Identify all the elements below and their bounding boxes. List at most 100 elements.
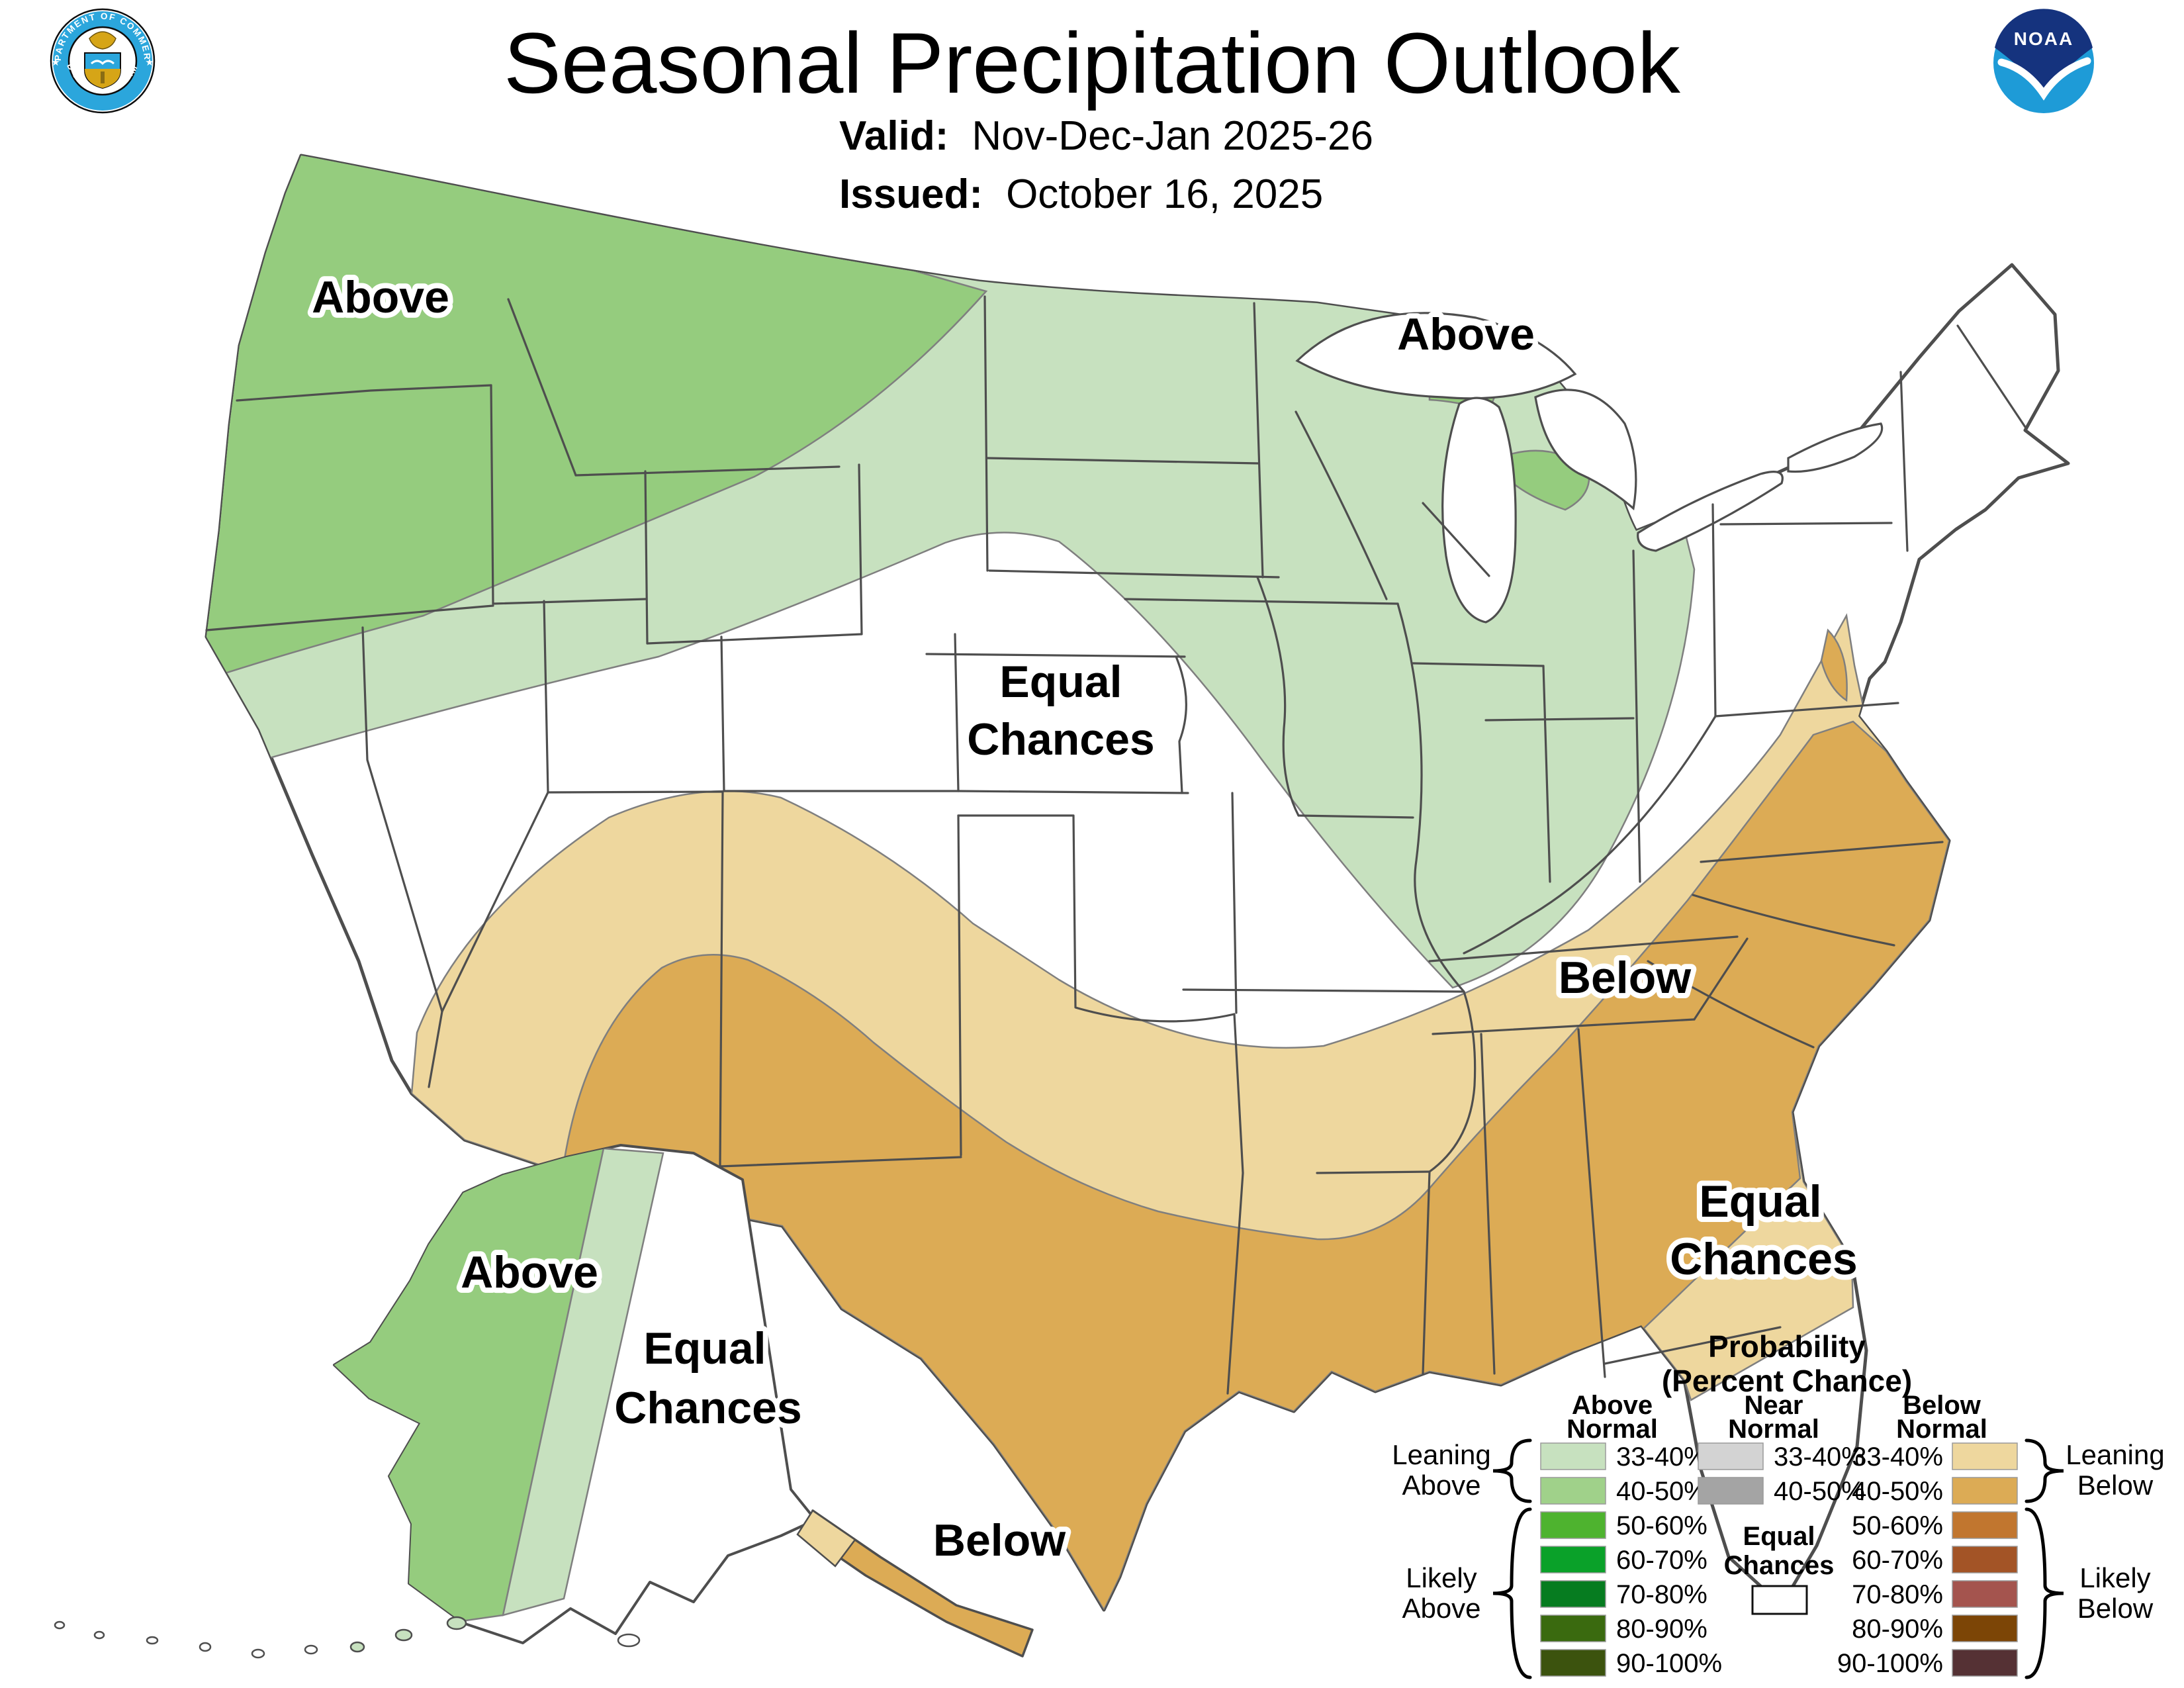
legend-below-column <box>1952 1442 2018 1677</box>
noaa-wordmark: NOAA <box>2014 28 2073 49</box>
group-likely-above-2: Above <box>1402 1593 1480 1624</box>
lake-erie <box>1637 471 1784 552</box>
swatch-above-70-80 <box>1540 1580 1606 1608</box>
header: Seasonal Precipitation Outlook Valid: Nov… <box>504 15 1681 217</box>
swatch-above-50-60 <box>1540 1511 1606 1539</box>
lake-ontario <box>1787 422 1884 473</box>
legend-above-labels: 33-40% 40-50% 50-60% 60-70% 70-80% 80-90… <box>1616 1442 1722 1678</box>
noaa-logo: NOAA <box>1993 9 2094 113</box>
region-below-40-50-delmarva <box>1820 628 1848 702</box>
brace-likely-above <box>1492 1507 1532 1679</box>
brace-likely-below <box>2025 1507 2064 1679</box>
legend-equal-chances-1: Equal <box>1743 1522 1815 1551</box>
group-leaning-above-1: Leaning <box>1392 1439 1490 1470</box>
lake-superior <box>1295 312 1577 400</box>
swatch-above-40-50 <box>1540 1477 1606 1505</box>
doc-seal-ship-icon <box>91 60 114 66</box>
lake-michigan <box>1441 397 1517 624</box>
swatch-above-33-40 <box>1540 1442 1606 1470</box>
label-central-equal-2: Chances <box>967 714 1154 765</box>
legend-above-header-1: Above <box>1572 1391 1653 1420</box>
pct-above-80-90: 80-90% <box>1616 1615 1707 1644</box>
state-boundaries <box>205 295 2028 1395</box>
legend-below-header-2: Normal <box>1896 1415 1987 1444</box>
pct-below-33-40: 33-40% <box>1852 1442 1943 1472</box>
noaa-seagull-icon <box>1997 57 2091 101</box>
pct-below-90-100: 90-100% <box>1837 1649 1943 1678</box>
issued-value: October 16, 2025 <box>1006 171 1323 217</box>
pct-near-33-40: 33-40% <box>1774 1442 1865 1472</box>
label-florida-equal-2: Chances <box>1670 1234 1857 1284</box>
pct-below-40-50: 40-50% <box>1852 1477 1943 1506</box>
pct-above-40-50: 40-50% <box>1616 1477 1707 1506</box>
swatch-below-40-50 <box>1952 1477 2018 1505</box>
lake-huron <box>1534 389 1637 511</box>
issued-label: Issued: <box>839 171 983 217</box>
brace-leaning-above <box>1492 1438 1532 1503</box>
conus-map <box>205 154 2070 1612</box>
valid-line: Valid: Nov-Dec-Jan 2025-26 <box>839 113 1373 159</box>
noaa-dark-fan <box>1995 9 2093 95</box>
legend-below-labels: 33-40% 40-50% 50-60% 60-70% 70-80% 80-90… <box>1837 1442 1943 1678</box>
region-above-40-50-nw <box>206 156 988 696</box>
label-alaska-equal-1: Equal <box>643 1323 766 1374</box>
label-central-equal-1: Equal <box>999 657 1122 707</box>
swatch-below-90-100 <box>1952 1649 2018 1677</box>
pct-above-60-70: 60-70% <box>1616 1546 1707 1575</box>
swatch-below-50-60 <box>1952 1511 2018 1539</box>
pct-above-90-100: 90-100% <box>1616 1649 1722 1678</box>
doc-seal-eagle-icon <box>89 31 116 50</box>
doc-seal-star-right-icon: ★ <box>145 57 154 68</box>
brace-leaning-below <box>2025 1438 2064 1503</box>
pct-near-40-50: 40-50% <box>1774 1477 1865 1506</box>
label-nw-above: Above <box>312 272 449 322</box>
group-likely-below-1: Likely <box>2079 1562 2150 1593</box>
label-alaska-above: Above <box>461 1247 598 1297</box>
conus-outlook-regions <box>206 156 1950 1610</box>
label-se-below: Below <box>1559 953 1692 1003</box>
legend-near-column <box>1698 1442 1764 1505</box>
legend-above-column <box>1540 1442 1606 1677</box>
swatch-below-60-70 <box>1952 1546 2018 1573</box>
label-alaska-equal-2: Chances <box>614 1383 801 1433</box>
doc-seal-lighthouse-icon <box>101 71 105 83</box>
valid-value: Nov-Dec-Jan 2025-26 <box>972 113 1373 159</box>
legend-equal-chances-box <box>1751 1585 1808 1615</box>
group-leaning-below-2: Below <box>2077 1470 2154 1501</box>
legend-near-header-2: Normal <box>1728 1415 1819 1444</box>
aleutian-islands <box>54 1616 641 1659</box>
pct-above-50-60: 50-60% <box>1616 1511 1707 1540</box>
swatch-near-33-40 <box>1698 1442 1764 1470</box>
group-likely-below-2: Below <box>2077 1593 2154 1624</box>
swatch-below-80-90 <box>1952 1615 2018 1642</box>
swatch-below-33-40 <box>1952 1442 2018 1470</box>
map-labels: Above Above Equal Chances Below Equal Ch… <box>306 267 1863 1571</box>
group-leaning-below-1: Leaning <box>2066 1439 2164 1470</box>
group-leaning-above-2: Above <box>1402 1470 1480 1501</box>
label-lakes-above: Above <box>1397 309 1535 359</box>
pct-below-60-70: 60-70% <box>1852 1546 1943 1575</box>
swatch-above-60-70 <box>1540 1546 1606 1573</box>
legend-equal-chances-2: Chances <box>1724 1551 1835 1580</box>
swatch-above-90-100 <box>1540 1649 1606 1677</box>
region-below-40-50 <box>561 720 1950 1610</box>
pct-below-70-80: 70-80% <box>1852 1580 1943 1609</box>
great-lakes <box>1295 312 1884 624</box>
group-likely-above-1: Likely <box>1406 1562 1477 1593</box>
legend-below-header-1: Below <box>1903 1391 1981 1420</box>
legend-above-header-2: Normal <box>1567 1415 1658 1444</box>
legend-near-header-1: Near <box>1745 1391 1803 1420</box>
legend-title-1: Probability <box>1708 1329 1866 1364</box>
issued-line: Issued: October 16, 2025 <box>839 171 1323 217</box>
swatch-above-80-90 <box>1540 1615 1606 1642</box>
label-alaska-below: Below <box>933 1515 1066 1566</box>
pct-below-50-60: 50-60% <box>1852 1511 1943 1540</box>
valid-label: Valid: <box>839 113 948 159</box>
swatch-near-40-50 <box>1698 1477 1764 1505</box>
alaska-region-above-33-40 <box>502 1147 664 1617</box>
pct-above-70-80: 70-80% <box>1616 1580 1707 1609</box>
pct-above-33-40: 33-40% <box>1616 1442 1707 1472</box>
page-title: Seasonal Precipitation Outlook <box>504 15 1681 111</box>
doc-seal-star-left-icon: ★ <box>51 57 60 68</box>
